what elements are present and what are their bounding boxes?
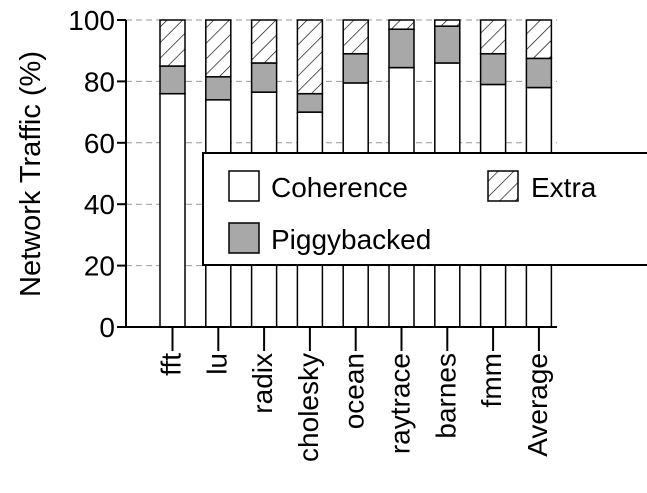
bar-segment-extra-raytrace bbox=[388, 19, 415, 30]
x-tick-label: raytrace bbox=[385, 353, 416, 454]
bar-segment-piggybacked-cholesky bbox=[296, 92, 324, 113]
x-tick-label: cholesky bbox=[293, 353, 324, 462]
bar-segment-piggybacked-average bbox=[525, 57, 553, 89]
legend-swatch-extra bbox=[487, 170, 519, 202]
bar-segment-extra-lu bbox=[205, 19, 232, 78]
y-tick-label: 40 bbox=[84, 189, 115, 220]
y-tick-label: 100 bbox=[68, 5, 115, 36]
x-tick-label: ocean bbox=[339, 353, 370, 429]
x-tick-label: fmm bbox=[476, 353, 507, 407]
legend-label-coherence: Coherence bbox=[271, 172, 408, 203]
x-tick-label: lu bbox=[201, 353, 232, 375]
bar-segment-extra-barnes bbox=[434, 19, 461, 27]
bar-segment-piggybacked-fmm bbox=[479, 53, 507, 86]
x-tick-label: barnes bbox=[430, 353, 461, 439]
legend-label-extra: Extra bbox=[531, 172, 597, 203]
legend: Coherence Extra Piggybacked bbox=[202, 152, 647, 266]
legend-box bbox=[202, 152, 647, 266]
bar-segment-coherence-fft bbox=[159, 92, 186, 328]
bar-segment-extra-fmm bbox=[479, 19, 507, 55]
y-ticks: 0 20 40 60 80 100 bbox=[68, 5, 126, 343]
y-axis-title: Network Traffic (%) bbox=[15, 51, 47, 297]
y-tick-label: 20 bbox=[84, 251, 115, 282]
legend-label-piggybacked: Piggybacked bbox=[271, 224, 431, 255]
x-tick-label: radix bbox=[247, 353, 278, 414]
x-tick-label: fft bbox=[156, 353, 187, 376]
bar-segment-piggybacked-ocean bbox=[342, 53, 369, 84]
x-ticks: fft lu radix cholesky ocean raytrace barnes fmm… bbox=[156, 327, 553, 462]
legend-swatch-piggybacked bbox=[228, 222, 260, 254]
bar-segment-extra-radix bbox=[250, 19, 278, 64]
bar-segment-extra-fft bbox=[159, 19, 186, 67]
bar-segment-piggybacked-barnes bbox=[434, 25, 461, 64]
bar-segment-extra-cholesky bbox=[296, 19, 324, 95]
bar-segment-piggybacked-lu bbox=[205, 76, 232, 101]
x-tick-label: Average bbox=[522, 353, 553, 457]
bar-segment-piggybacked-raytrace bbox=[388, 28, 415, 69]
y-tick-label: 60 bbox=[84, 128, 115, 159]
bar-segment-piggybacked-radix bbox=[250, 62, 278, 93]
bar-segment-extra-average bbox=[525, 19, 553, 60]
y-tick-label: 80 bbox=[84, 66, 115, 97]
y-tick-label: 0 bbox=[99, 312, 115, 343]
bar-segment-piggybacked-fft bbox=[159, 65, 186, 95]
bar-segment-extra-ocean bbox=[342, 19, 369, 55]
legend-swatch-coherence bbox=[228, 170, 260, 202]
